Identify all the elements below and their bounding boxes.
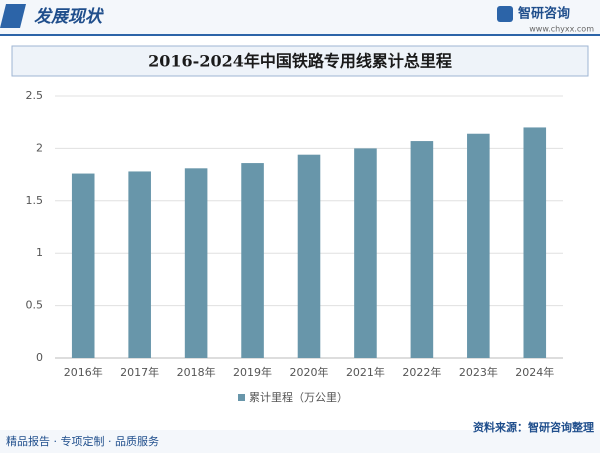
y-tick-label: 1 — [36, 246, 43, 259]
x-tick-label: 2019年 — [233, 365, 272, 379]
y-tick-label: 2 — [36, 141, 43, 154]
footer-band — [0, 430, 600, 453]
y-tick-label: 2.5 — [26, 89, 44, 102]
title-box — [11, 45, 589, 77]
bar — [523, 127, 547, 358]
legend-label: 累计里程（万公里） — [249, 391, 348, 404]
x-tick-label: 2022年 — [402, 365, 441, 379]
logo-icon — [497, 6, 513, 22]
website: www.chyxx.com — [529, 25, 594, 34]
x-tick-label: 2020年 — [290, 365, 329, 379]
x-tick-label: 2024年 — [515, 365, 554, 379]
bar — [128, 171, 151, 358]
x-tick-label: 2018年 — [177, 365, 216, 379]
y-tick-label: 0 — [36, 351, 43, 364]
footer-slogan: 精品报告 · 专项定制 · 品质服务 — [6, 434, 159, 448]
x-tick-label: 2023年 — [459, 365, 498, 379]
bar — [467, 133, 490, 358]
y-tick-label: 1.5 — [26, 194, 44, 207]
y-tick-label: 0.5 — [26, 299, 44, 312]
bar — [354, 148, 377, 358]
bar — [71, 173, 95, 358]
chart-title: 2016-2024年中国铁路专用线累计总里程 — [148, 52, 452, 71]
bar — [184, 168, 208, 358]
legend-swatch — [238, 394, 245, 401]
logo-text: 智研咨询 — [518, 6, 570, 22]
bar — [241, 163, 264, 358]
x-tick-label: 2021年 — [346, 365, 385, 379]
bar — [297, 154, 321, 358]
header-icon — [0, 4, 26, 28]
x-tick-label: 2016年 — [64, 365, 103, 379]
bar — [410, 141, 434, 358]
x-tick-label: 2017年 — [120, 365, 159, 379]
footer-source: 资料来源：智研咨询整理 — [473, 420, 594, 434]
header-title: 发展现状 — [34, 7, 104, 27]
